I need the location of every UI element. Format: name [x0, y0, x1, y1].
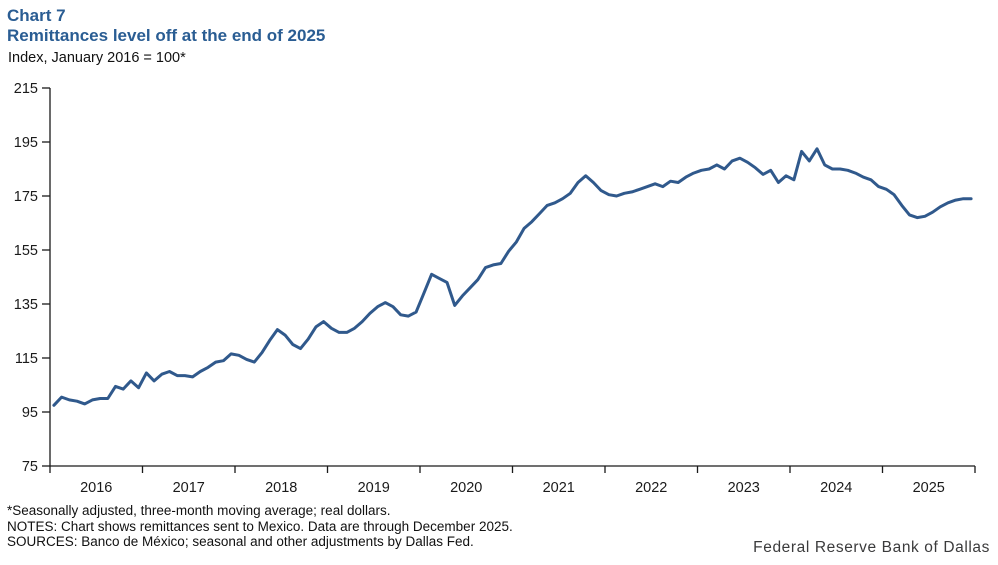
chart-number: Chart 7 — [7, 6, 66, 25]
y-tick-label: 195 — [14, 135, 38, 151]
footnotes: *Seasonally adjusted, three-month moving… — [7, 503, 513, 550]
y-tick-label: 135 — [14, 297, 38, 313]
x-tick-label: 2022 — [635, 480, 667, 496]
x-tick-label: 2020 — [450, 480, 482, 496]
data-series-line — [52, 147, 973, 407]
x-tick-label: 2017 — [173, 480, 205, 496]
footnote-sources: SOURCES: Banco de México; seasonal and o… — [7, 534, 474, 550]
x-tick-label: 2016 — [80, 480, 112, 496]
y-tick-label: 215 — [14, 81, 38, 97]
x-tick-label: 2019 — [358, 480, 390, 496]
x-tick-label: 2024 — [820, 480, 852, 496]
chart-title: Remittances level off at the end of 2025 — [7, 26, 326, 46]
y-tick-label: 175 — [14, 189, 38, 205]
y-tick-label: 75 — [22, 459, 38, 475]
x-tick-label: 2023 — [728, 480, 760, 496]
chart-title-block: Chart 7 Remittances level off at the end… — [7, 6, 325, 46]
x-tick-label: 2021 — [543, 480, 575, 496]
y-tick-label: 95 — [22, 405, 38, 421]
footnote-adjustment: *Seasonally adjusted, three-month moving… — [7, 503, 391, 518]
footnote-notes: NOTES: Chart shows remittances sent to M… — [7, 518, 513, 534]
y-axis-unit-note: Index, January 2016 = 100* — [8, 50, 186, 66]
y-tick-label: 155 — [14, 243, 38, 259]
y-tick-label: 115 — [15, 351, 38, 367]
x-tick-label: 2018 — [265, 480, 297, 496]
dallas-fed-wordmark: Federal Reserve Bank of Dallas — [753, 539, 990, 556]
x-tick-label: 2025 — [913, 480, 945, 496]
